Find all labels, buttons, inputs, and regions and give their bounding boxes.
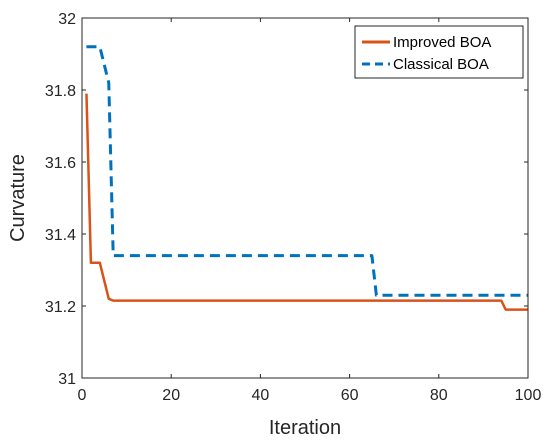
y-tick-label: 31.2 xyxy=(45,299,76,316)
y-tick-label: 31.6 xyxy=(45,155,76,172)
plot-frame xyxy=(81,17,529,379)
x-tick-label: 60 xyxy=(341,387,359,404)
x-axis-title: Iteration xyxy=(269,417,341,439)
y-tick-label: 31.8 xyxy=(45,83,76,100)
x-tick-label: 40 xyxy=(252,387,270,404)
x-tick-label: 20 xyxy=(162,387,180,404)
series-line-classical-boa xyxy=(86,45,528,297)
ticks-layer: 0 20 40 60 80 100 31 31.2 31.4 31.6 31.8 32 xyxy=(45,11,542,404)
series-line-improved-boa xyxy=(85,93,528,311)
y-tick-label: 31.4 xyxy=(45,227,76,244)
series-layer xyxy=(85,45,528,311)
x-tick-label: 80 xyxy=(430,387,448,404)
y-tick-label: 32 xyxy=(58,11,76,28)
legend-label-classical-boa: Classical BOA xyxy=(393,56,489,73)
legend: Improved BOA Classical BOA xyxy=(354,25,524,79)
y-tick-label: 31 xyxy=(58,371,76,388)
legend-box xyxy=(354,25,524,79)
y-axis-title: Curvature xyxy=(7,154,29,242)
legend-label-improved-boa: Improved BOA xyxy=(393,34,491,51)
x-tick-label: 100 xyxy=(515,387,542,404)
x-tick-label: 0 xyxy=(78,387,87,404)
